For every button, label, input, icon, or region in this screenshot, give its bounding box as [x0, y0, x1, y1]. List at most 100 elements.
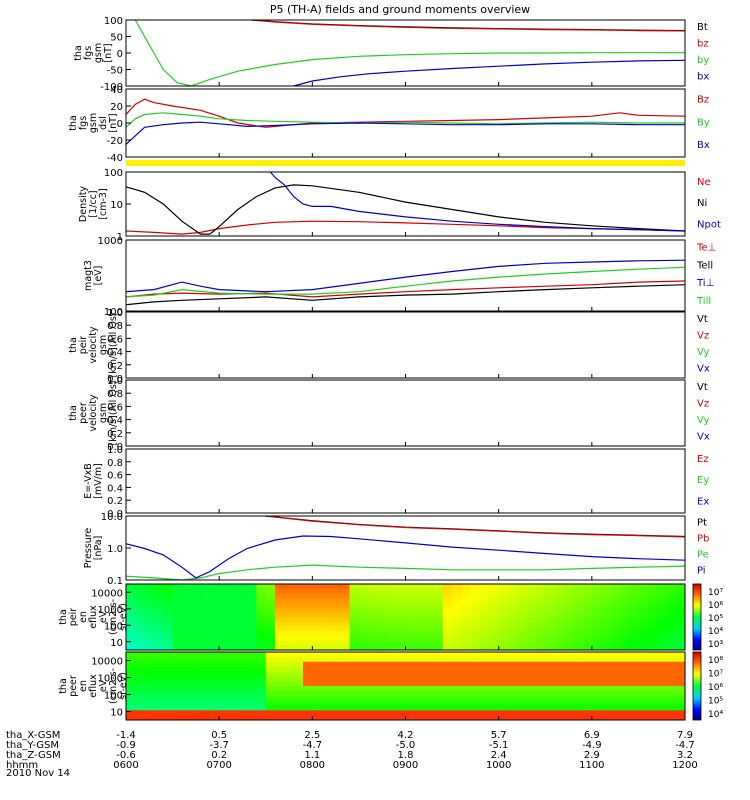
spectrogram-cell	[405, 705, 416, 711]
spectrogram-cell	[619, 621, 630, 627]
spectrogram-cell	[638, 621, 649, 627]
y-axis-label-line: [nPa]	[93, 536, 104, 561]
spectrogram-cell	[619, 710, 630, 716]
spectrogram-cell	[358, 695, 369, 702]
spectrogram-cell	[591, 695, 602, 702]
legend-entry: Pb	[697, 534, 709, 545]
spectrogram-cell	[172, 631, 183, 637]
spectrogram-cell	[247, 584, 257, 590]
spectrogram-cell	[256, 588, 267, 594]
spectrogram-cell	[535, 690, 546, 697]
spectrogram-cell	[330, 652, 341, 658]
spectrogram-cell	[638, 593, 649, 599]
spectrogram-cell	[573, 676, 584, 682]
spectrogram-cell	[601, 705, 611, 711]
spectrogram-cell	[573, 598, 584, 604]
spectrogram-cell	[200, 631, 211, 637]
spectrogram-cell	[601, 700, 611, 706]
y-axis-label-line: eflux	[88, 605, 99, 629]
spectrogram-cell	[247, 617, 257, 623]
spectrogram-cell	[610, 686, 621, 692]
spectrogram-cell	[507, 626, 518, 632]
spectrogram-cell	[163, 652, 174, 658]
spectrogram-cell	[181, 666, 192, 672]
spectrogram-cell	[377, 584, 388, 590]
y-tick-label: 0.8	[107, 389, 123, 400]
spectrogram-cell	[265, 640, 276, 646]
spectrogram-cell	[573, 661, 584, 668]
spectrogram-cell	[144, 715, 155, 721]
spectrogram-cell	[200, 621, 211, 627]
spectrogram-cell	[144, 607, 155, 613]
spectrogram-cell	[349, 626, 360, 632]
spectrogram-cell	[563, 584, 574, 590]
spectrogram-cell	[545, 635, 556, 642]
y-tick-label: 0.8	[107, 458, 123, 469]
ephemeris-value: 0700	[206, 760, 231, 771]
spectrogram-cell	[163, 602, 174, 609]
y-axis-label: tha fgs gsm [nT]	[73, 43, 114, 63]
spectrogram-cell	[340, 584, 351, 590]
spectrogram-cell	[163, 598, 174, 604]
spectrogram-cell	[181, 645, 192, 651]
spectrogram-cell	[535, 686, 546, 692]
spectrogram-cell	[647, 635, 658, 642]
spectrogram-cell	[666, 661, 677, 668]
spectrogram-cell	[144, 645, 155, 651]
spectrogram-cell	[303, 700, 313, 706]
legend-entry: Tell	[696, 260, 713, 271]
spectrogram-cell	[526, 705, 537, 711]
spectrogram-cell	[563, 645, 574, 651]
spectrogram-cell	[424, 645, 434, 651]
spectrogram-cell	[452, 656, 462, 663]
spectrogram-cell	[461, 635, 472, 642]
spectrogram-cell	[442, 656, 453, 663]
spectrogram-cell	[181, 593, 192, 599]
spectrogram-cell	[144, 686, 155, 692]
spectrogram-cell	[619, 666, 630, 672]
spectrogram-cell	[489, 710, 500, 716]
spectrogram-cell	[368, 681, 379, 687]
spectrogram-cell	[526, 617, 537, 623]
spectrogram-cell	[675, 631, 686, 637]
ephemeris-label: tha_Y-GSM	[6, 740, 59, 751]
spectrogram-cell	[545, 676, 556, 682]
spectrogram-cell	[433, 640, 444, 646]
spectrogram-cell	[414, 695, 425, 702]
spectrogram-cell	[498, 656, 509, 663]
spectrogram-cell	[303, 676, 313, 682]
spectrogram-cell	[358, 661, 369, 668]
spectrogram-cell	[247, 686, 257, 692]
spectrogram-cell	[219, 626, 229, 632]
spectrogram-cell	[554, 593, 565, 599]
spectrogram-cell	[340, 676, 351, 682]
spectrogram-cell	[284, 705, 295, 711]
spectrogram-cell	[591, 645, 602, 651]
spectrogram-cell	[247, 598, 257, 604]
spectrogram-cell	[545, 621, 556, 627]
spectrogram-cell	[610, 681, 621, 687]
spectrogram-cell	[591, 710, 602, 716]
spectrogram-cell	[582, 676, 593, 682]
spectrogram-cell	[284, 690, 295, 697]
spectrogram-cell	[330, 635, 341, 642]
spectrogram-cell	[377, 715, 388, 721]
spectrogram-cell	[601, 666, 611, 672]
spectrogram-cell	[433, 695, 444, 702]
spectrogram-cell	[256, 705, 267, 711]
spectrogram-cell	[638, 715, 649, 721]
spectrogram-cell	[675, 700, 686, 706]
spectrogram-cell	[573, 631, 584, 637]
spectrogram-cell	[470, 593, 481, 599]
spectrogram-cell	[414, 681, 425, 687]
spectrogram-cell	[619, 635, 630, 642]
spectrogram-cell	[303, 635, 313, 642]
spectrogram-cell	[591, 593, 602, 599]
spectrogram-cell	[535, 626, 546, 632]
spectrogram-cell	[647, 584, 658, 590]
spectrogram-cell	[275, 631, 285, 637]
ephemeris-value: 0.5	[211, 730, 227, 741]
spectrogram-cell	[535, 695, 546, 702]
spectrogram-cell	[303, 681, 313, 687]
spectrogram-cell	[470, 602, 481, 609]
